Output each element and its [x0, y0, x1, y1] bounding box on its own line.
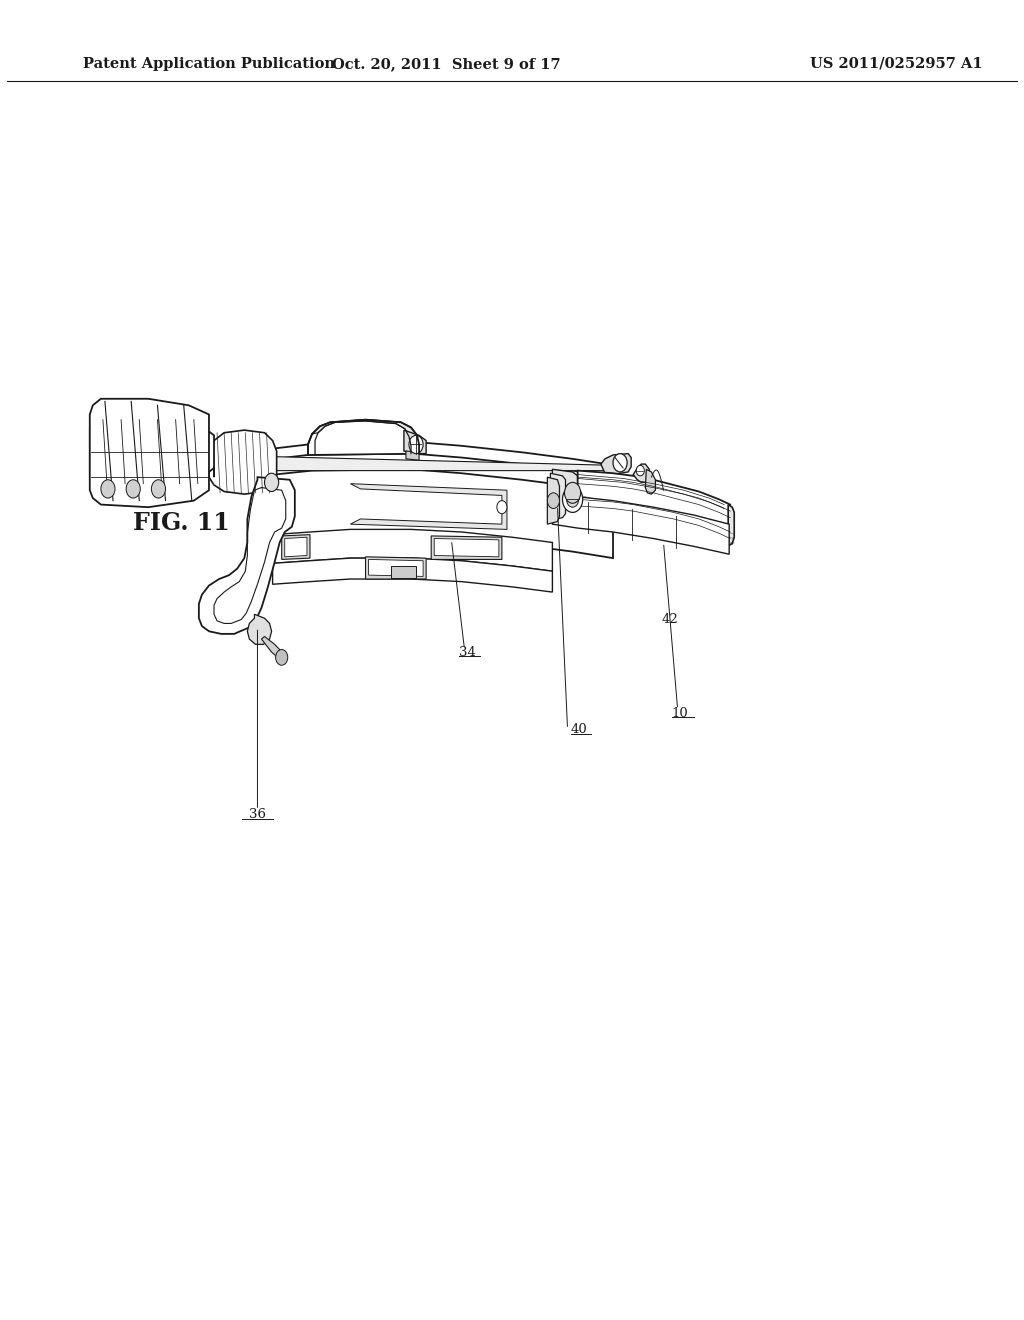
- Circle shape: [564, 482, 581, 503]
- Polygon shape: [257, 459, 271, 473]
- Text: US 2011/0252957 A1: US 2011/0252957 A1: [810, 57, 982, 71]
- Polygon shape: [312, 420, 417, 437]
- Circle shape: [152, 479, 166, 498]
- Circle shape: [566, 491, 579, 507]
- Polygon shape: [552, 470, 578, 512]
- Polygon shape: [601, 454, 631, 474]
- Polygon shape: [257, 457, 615, 471]
- Circle shape: [275, 649, 288, 665]
- Text: 42: 42: [662, 612, 678, 626]
- Polygon shape: [272, 558, 552, 593]
- Polygon shape: [645, 470, 655, 494]
- Polygon shape: [406, 451, 419, 461]
- Polygon shape: [90, 420, 100, 483]
- Polygon shape: [90, 399, 209, 507]
- Polygon shape: [167, 422, 178, 480]
- Circle shape: [409, 436, 423, 454]
- Polygon shape: [188, 424, 201, 479]
- Circle shape: [548, 492, 559, 508]
- Polygon shape: [100, 418, 112, 484]
- Polygon shape: [550, 474, 565, 520]
- Text: 36: 36: [249, 808, 266, 821]
- Polygon shape: [350, 483, 507, 529]
- Polygon shape: [261, 636, 282, 657]
- Text: FIG. 11: FIG. 11: [133, 511, 230, 535]
- Polygon shape: [257, 470, 613, 558]
- Circle shape: [636, 466, 644, 475]
- Polygon shape: [144, 421, 157, 482]
- Text: 40: 40: [570, 723, 588, 735]
- Polygon shape: [431, 536, 502, 560]
- Polygon shape: [548, 477, 559, 524]
- Polygon shape: [272, 529, 552, 572]
- Polygon shape: [285, 537, 307, 557]
- Polygon shape: [391, 566, 416, 578]
- Polygon shape: [209, 430, 276, 494]
- Circle shape: [613, 454, 627, 473]
- Polygon shape: [199, 477, 295, 634]
- Circle shape: [126, 479, 140, 498]
- Text: 34: 34: [460, 645, 476, 659]
- Polygon shape: [728, 504, 734, 545]
- Polygon shape: [257, 442, 615, 477]
- Polygon shape: [248, 614, 271, 644]
- Text: 10: 10: [672, 708, 688, 719]
- Polygon shape: [282, 535, 310, 560]
- Text: Oct. 20, 2011  Sheet 9 of 17: Oct. 20, 2011 Sheet 9 of 17: [332, 57, 561, 71]
- Circle shape: [101, 479, 115, 498]
- Polygon shape: [369, 560, 423, 577]
- Circle shape: [497, 500, 507, 513]
- Polygon shape: [403, 430, 426, 454]
- Text: Patent Application Publication: Patent Application Publication: [83, 57, 335, 71]
- Polygon shape: [552, 492, 729, 554]
- Polygon shape: [366, 557, 426, 579]
- Circle shape: [264, 474, 279, 491]
- Polygon shape: [578, 471, 730, 545]
- Polygon shape: [93, 414, 214, 487]
- Polygon shape: [122, 420, 134, 483]
- Polygon shape: [633, 465, 649, 482]
- Polygon shape: [308, 420, 419, 455]
- Polygon shape: [434, 539, 499, 557]
- Circle shape: [562, 486, 583, 512]
